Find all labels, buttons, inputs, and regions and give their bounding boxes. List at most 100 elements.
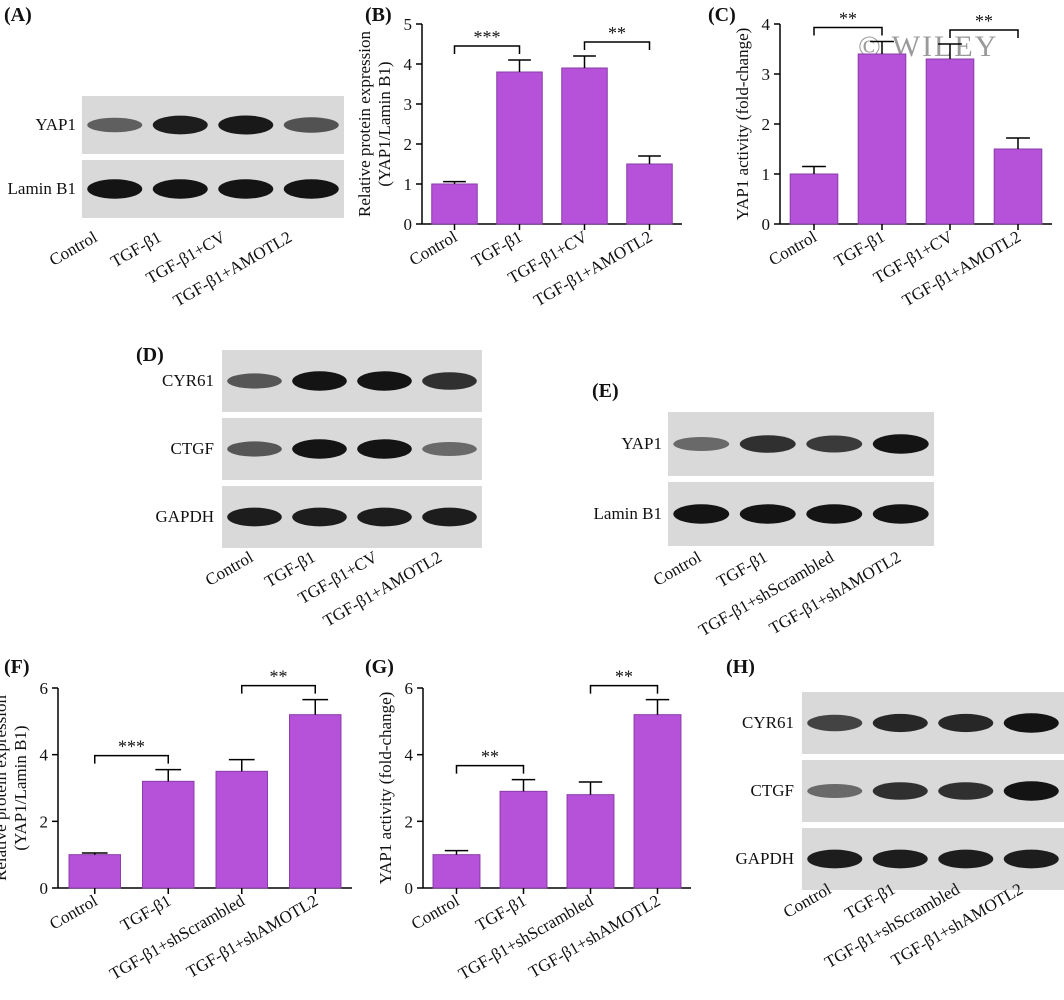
- blot-row-label: GAPDH: [735, 849, 794, 868]
- bar: [431, 183, 478, 225]
- bar: [142, 780, 195, 889]
- significance-label: ***: [474, 27, 501, 47]
- bar: [789, 173, 839, 225]
- blot-band: [872, 434, 929, 454]
- blot-band: [872, 849, 928, 869]
- blot-band: [938, 849, 994, 869]
- significance-label: **: [615, 667, 633, 687]
- blot-band: [938, 713, 994, 733]
- blot-band: [807, 714, 863, 732]
- blot-band: [673, 437, 730, 451]
- panel-label-f: (F): [4, 656, 30, 678]
- significance-bracket: [453, 45, 521, 54]
- panel-label-h: (H): [726, 656, 755, 678]
- y-tick-label: 4: [40, 746, 49, 765]
- blot-band: [938, 782, 994, 800]
- blot-band: [422, 372, 477, 390]
- blot-row-label: YAP1: [35, 115, 76, 134]
- y-tick-label: 0: [404, 215, 413, 234]
- blot-band: [292, 507, 347, 527]
- y-axis-label-line: (YAP1/Lamin B1): [375, 61, 394, 186]
- significance-bracket: [94, 754, 169, 764]
- bar: [68, 854, 121, 889]
- significance-label: **: [839, 9, 857, 29]
- x-tick-label: Control: [408, 891, 463, 934]
- y-tick-label: 2: [405, 812, 414, 831]
- bar: [626, 163, 673, 225]
- bar: [633, 714, 682, 889]
- y-tick-label: 3: [404, 95, 413, 114]
- blot-band: [422, 507, 477, 527]
- significance-bracket: [813, 26, 883, 36]
- blot-band: [806, 435, 863, 453]
- blot-row-label: CYR61: [162, 371, 214, 390]
- blot-band: [152, 179, 208, 199]
- blot-band: [292, 439, 347, 459]
- lane-label: TGF-β1+AMOTL2: [169, 227, 295, 311]
- x-tick-label: Control: [46, 891, 101, 934]
- y-tick-label: 0: [40, 879, 49, 898]
- y-axis-label-line: Relative protein expression: [0, 695, 10, 882]
- y-tick-label: 4: [404, 55, 413, 74]
- y-axis-label-line: (YAP1/Lamin B1): [11, 725, 30, 850]
- blot-band: [806, 504, 863, 524]
- significance-label: **: [481, 747, 499, 767]
- y-axis-label: YAP1 activity (fold-change): [376, 692, 395, 885]
- blot-band: [87, 117, 143, 133]
- y-tick-label: 1: [762, 165, 771, 184]
- blot-band: [357, 507, 412, 527]
- blot-band: [872, 504, 929, 524]
- x-tick-label: TGF-β1+shScrambled: [106, 891, 248, 984]
- y-tick-label: 2: [762, 115, 771, 134]
- y-tick-label: 4: [405, 746, 414, 765]
- blot-band: [152, 115, 208, 135]
- x-tick-label: TGF-β1: [831, 227, 888, 271]
- significance-bracket: [455, 764, 525, 774]
- blot-band: [227, 373, 282, 389]
- blot-row-label: Lamin B1: [7, 179, 76, 198]
- y-tick-label: 3: [762, 65, 771, 84]
- y-tick-label: 0: [762, 215, 771, 234]
- x-tick-label: Control: [766, 227, 821, 270]
- blot-band: [227, 441, 282, 457]
- panel-label-a: (A): [4, 4, 32, 26]
- y-axis-label: YAP1 activity (fold-change): [733, 28, 752, 221]
- blot-band: [1003, 781, 1059, 801]
- panel-label-c: (C): [708, 4, 736, 26]
- y-axis-label: Relative protein expression(YAP1/Lamin B…: [0, 695, 30, 882]
- blot-band: [872, 713, 928, 733]
- blot-band: [422, 442, 477, 456]
- blot-band: [283, 117, 339, 133]
- blot-band: [292, 371, 347, 391]
- lane-label: Control: [202, 547, 257, 590]
- blot-band: [807, 784, 863, 798]
- panel-label-g: (G): [365, 656, 394, 678]
- y-tick-label: 1: [404, 175, 413, 194]
- bar: [432, 854, 481, 889]
- bar: [215, 770, 268, 889]
- significance-bracket: [589, 684, 659, 694]
- significance-label: ***: [118, 737, 145, 757]
- blot-image-d: [222, 350, 482, 548]
- bar: [993, 148, 1043, 225]
- x-tick-label: TGF-β1+shAMOTL2: [183, 891, 321, 982]
- blot-band: [218, 115, 274, 135]
- bar: [499, 790, 548, 889]
- significance-bracket: [583, 41, 651, 50]
- significance-label: **: [975, 11, 993, 31]
- bar-chart-f: 0 2 4 6 Relative protein expression(YAP1/Lam…: [0, 667, 352, 984]
- bar: [496, 71, 543, 225]
- blot-band: [872, 782, 928, 800]
- blot-image-a: [82, 96, 344, 218]
- blot-band: [739, 504, 796, 524]
- y-axis-label: Relative protein expression(YAP1/Lamin B…: [355, 31, 394, 218]
- blot-row-label: CTGF: [750, 781, 794, 800]
- x-tick-label: TGF-β1+AMOTL2: [530, 227, 655, 310]
- y-tick-label: 0: [405, 879, 414, 898]
- panel-label-e: (E): [592, 380, 619, 402]
- x-tick-label: Control: [406, 227, 461, 270]
- blot-band: [673, 504, 730, 524]
